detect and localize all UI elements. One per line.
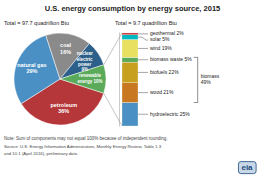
- segment-label: hydroelectric 25%: [150, 111, 190, 117]
- text-line: 9%: [81, 67, 88, 72]
- subtitle: Total = 97.7 quadrillion Btu: [4, 20, 69, 26]
- leader-line: [138, 37, 148, 40]
- note: Note: Sum of components may not equal 10…: [4, 136, 168, 141]
- logo: eia: [241, 163, 253, 172]
- text-line: natural gas: [17, 62, 46, 68]
- pie-slice: [60, 44, 104, 79]
- bar-segment: [122, 83, 138, 103]
- text-line: petroleum: [50, 102, 77, 108]
- bracket: [194, 57, 198, 102]
- leader-line: [138, 48, 148, 49]
- leader-line: [138, 72, 148, 73]
- bar-segment: [122, 57, 138, 62]
- segment-label: solar 5%: [150, 36, 170, 42]
- pie: petroleum36% natural gas29% coal16% nuclear…: [14, 33, 106, 125]
- logo-box: [238, 162, 256, 174]
- leader-line: [138, 59, 148, 60]
- connector: [104, 33, 122, 65]
- y-axis: [119, 33, 120, 127]
- connector: [104, 93, 122, 126]
- axis-line: [119, 33, 120, 127]
- data-label: petroleum36%: [50, 102, 77, 114]
- segment-label: wood 21%: [150, 89, 174, 95]
- text-line: 49%: [201, 79, 212, 85]
- leader-line: [138, 92, 148, 93]
- segment-label: geothermal 2%: [150, 30, 184, 36]
- leader-line: [138, 33, 148, 34]
- bar-segment: [122, 33, 138, 35]
- bars: [122, 33, 138, 126]
- title: U.S. energy consumption by energy source…: [45, 4, 220, 13]
- segment-label: wind 19%: [150, 45, 172, 51]
- subtitle: Total = 9.7 quadrillion Btu: [115, 20, 177, 26]
- bracket-label: biomass49%: [201, 73, 220, 85]
- bar-segment: [122, 40, 138, 58]
- chart: U.S. energy consumption by energy source…: [0, 0, 265, 183]
- data-label: nuclearelectricpower9%: [77, 52, 93, 73]
- segment-label: biomass waste 5%: [150, 56, 192, 62]
- bar-segment: [122, 62, 138, 83]
- note: Source: U.S. Energy Information Administ…: [4, 144, 162, 149]
- leader-line: [138, 114, 148, 115]
- bar-segment: [122, 103, 138, 127]
- note: and 10.1 (April 2016), preliminary data: [4, 151, 78, 156]
- data-label: natural gas29%: [17, 62, 46, 74]
- text-line: 29%: [26, 68, 37, 74]
- text-line: coal: [60, 43, 71, 49]
- data-label: coal16%: [60, 43, 71, 55]
- pie-slice: [60, 65, 106, 93]
- text-line: 16%: [60, 49, 71, 55]
- bar-segment: [122, 35, 138, 40]
- data-label: renewableenergy 10%: [77, 74, 102, 84]
- text-line: energy 10%: [77, 79, 102, 84]
- segment-label: biofuels 22%: [150, 69, 179, 75]
- text-line: 36%: [58, 108, 69, 114]
